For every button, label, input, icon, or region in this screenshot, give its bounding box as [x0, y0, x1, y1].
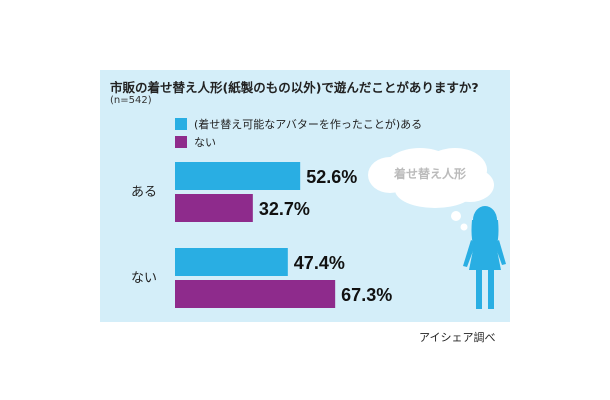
thought-bubble [368, 148, 494, 231]
legend-label-series1: (着せ替え可能なアバターを作ったことが)ある [194, 118, 423, 131]
legend-item-series1: (着せ替え可能なアバターを作ったことが)ある [175, 117, 422, 131]
legend-item-series2: ない [175, 135, 216, 149]
legend-swatch-series2 [175, 136, 187, 148]
sample-size: (n=542) [110, 95, 152, 106]
bar-series2 [175, 280, 336, 308]
bar-series1 [175, 248, 288, 276]
legend-label-series2: ない [194, 136, 216, 149]
girl-illustration: 着せ替え人形 [368, 148, 506, 309]
category-label: ない [131, 271, 157, 286]
value-label: 52.6% [306, 167, 357, 187]
chart-title: 市販の着せ替え人形(紙製のもの以外)で遊んだことがありますか? [110, 80, 479, 95]
category-label: ある [131, 185, 157, 200]
bar-series1 [175, 162, 301, 190]
bubble-text: 着せ替え人形 [393, 166, 466, 181]
girl-silhouette [463, 206, 506, 309]
legend-swatch-series1 [175, 118, 187, 130]
value-label: 47.4% [294, 253, 345, 273]
value-label: 32.7% [259, 199, 310, 219]
bar-chart: ある 52.6% 32.7% ない 47.4% 67.3% [131, 162, 392, 308]
source-credit: アイシェア調べ [419, 331, 496, 344]
value-label: 67.3% [341, 285, 392, 305]
bar-series2 [175, 194, 253, 222]
